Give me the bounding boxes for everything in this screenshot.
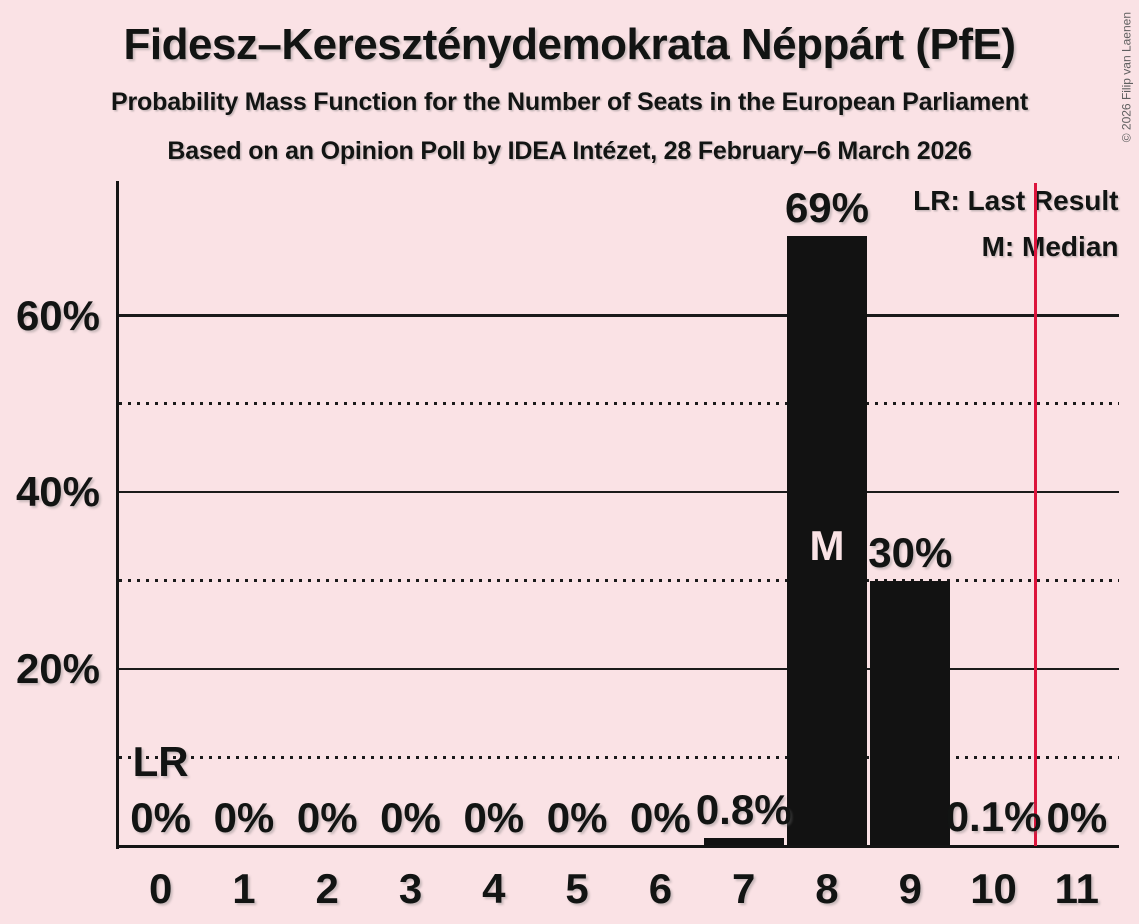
y-tick-20: 20% — [15, 644, 100, 692]
x-tick-4: 4 — [482, 864, 506, 912]
gridline-dotted-10 — [119, 755, 1119, 759]
gridline-dotted-50 — [119, 402, 1119, 406]
value-label-seat-3: 0% — [380, 793, 441, 841]
bar-seat-7 — [703, 838, 784, 846]
gridline-dotted-30 — [119, 579, 1119, 582]
legend-last-result-entry: LR: Last Result — [913, 185, 1119, 216]
bar-seat-9 — [870, 580, 951, 846]
value-label-seat-0: 0% — [130, 793, 191, 841]
x-axis-line — [116, 844, 1119, 848]
value-label-seat-10: 0.1% — [945, 792, 1042, 840]
copyright-notice: © 2026 Filip van Laenen — [1119, 12, 1133, 143]
x-tick-1: 1 — [232, 864, 256, 912]
median-marker: M — [809, 521, 845, 569]
value-label-seat-4: 0% — [463, 793, 525, 841]
x-tick-7: 7 — [732, 864, 756, 912]
value-label-seat-2: 0% — [296, 793, 358, 841]
value-label-seat-5: 0% — [546, 793, 608, 841]
x-tick-6: 6 — [648, 864, 673, 912]
legend-median-entry: M: Median — [981, 231, 1119, 262]
value-label-seat-1: 0% — [213, 793, 275, 841]
value-label-seat-9: 30% — [868, 528, 953, 576]
x-tick-2: 2 — [315, 864, 339, 912]
x-tick-11: 11 — [1054, 864, 1100, 912]
chart-subtitle-poll: Based on an Opinion Poll by IDEA Intézet… — [167, 137, 972, 165]
bar-seat-8 — [786, 236, 867, 846]
last-result-line — [1033, 183, 1037, 846]
y-axis-line — [116, 181, 119, 849]
gridline-solid-60 — [119, 314, 1119, 317]
chart-subtitle-pmf: Probability Mass Function for the Number… — [111, 88, 1028, 116]
gridline-solid-20 — [119, 667, 1119, 671]
value-label-seat-8: 69% — [784, 184, 869, 231]
x-tick-10: 10 — [970, 864, 1017, 912]
plot-area: LR M 0% 0 0% 1 0% 2 0% 3 0% 4 0% 5 0% 6 0.8% 7 69% 8 30% 9 0… — [16, 181, 1119, 911]
x-tick-9: 9 — [898, 864, 922, 912]
gridline-solid-40 — [119, 490, 1119, 494]
y-tick-60: 60% — [15, 291, 100, 339]
value-label-seat-11: 0% — [1046, 793, 1108, 841]
legend: LR: Last Result M: Median — [913, 178, 1118, 270]
y-tick-40: 40% — [15, 468, 100, 516]
x-tick-3: 3 — [398, 864, 423, 912]
chart-title: Fidesz–Kereszténydemokrata Néppárt (PfE) — [123, 20, 1016, 69]
x-tick-0: 0 — [148, 864, 173, 912]
value-label-seat-6: 0% — [630, 793, 691, 841]
last-result-label: LR — [132, 737, 189, 785]
x-tick-5: 5 — [565, 864, 589, 912]
x-tick-8: 8 — [815, 864, 839, 912]
value-label-seat-7: 0.8% — [695, 786, 792, 834]
